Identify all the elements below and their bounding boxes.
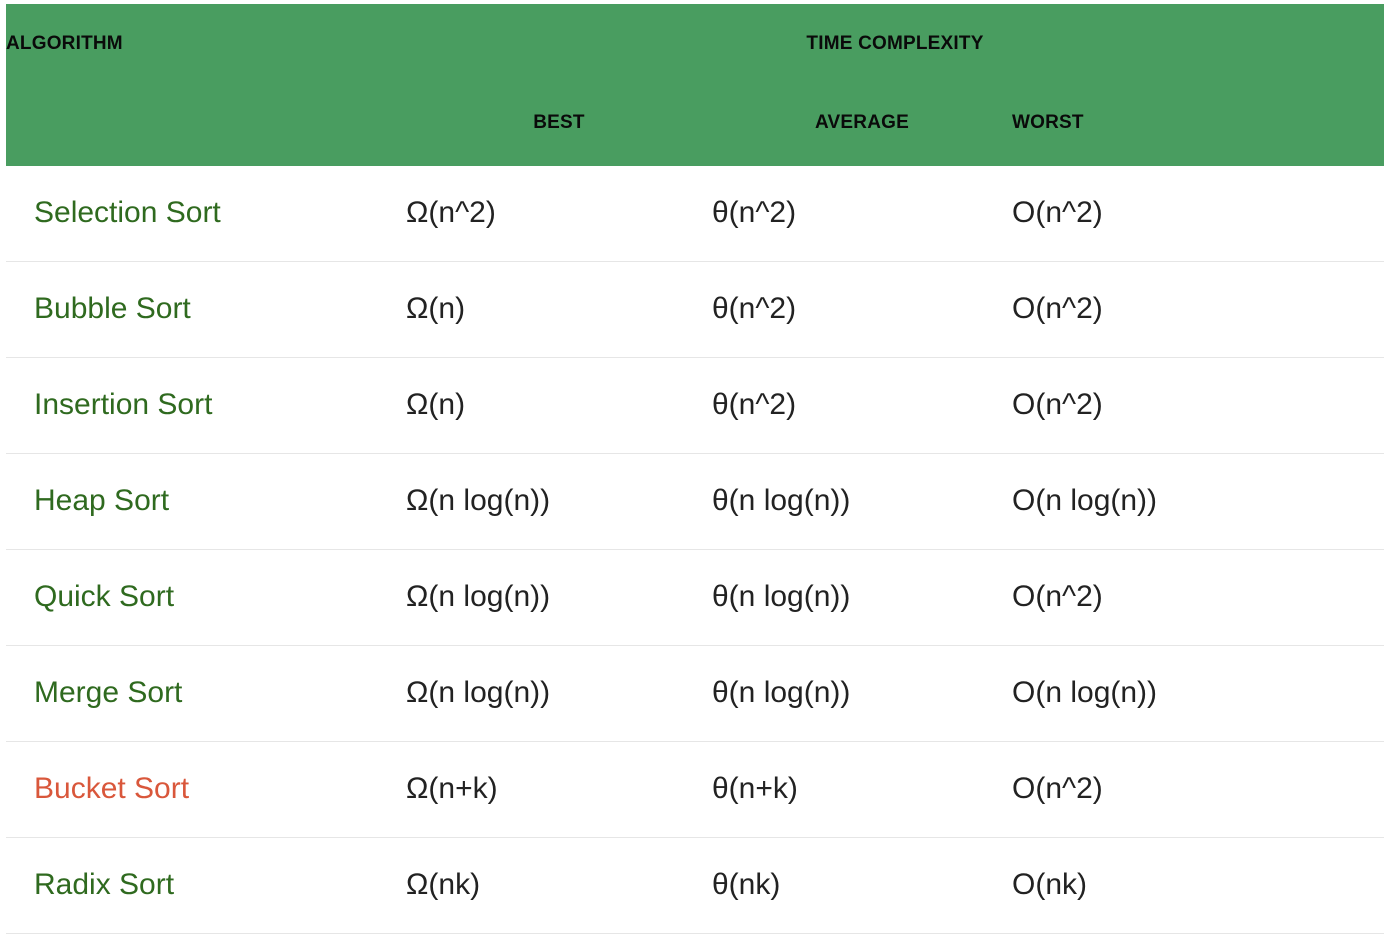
worst-case-cell: O(n^2) — [1012, 261, 1384, 358]
average-column-header: AVERAGE — [712, 81, 1012, 166]
worst-case-cell: O(n^2) — [1012, 357, 1384, 454]
best-case-cell: Ω(n log(n)) — [406, 549, 712, 646]
average-case-cell: θ(nk) — [712, 837, 1012, 934]
table-row: Insertion Sort Ω(n) θ(n^2) O(n^2) — [6, 357, 1384, 454]
algorithm-name-link[interactable]: Quick Sort — [6, 549, 406, 646]
average-case-cell: θ(n log(n)) — [712, 549, 1012, 646]
sorting-complexity-table: ALGORITHM TIME COMPLEXITY BEST AVERAGE W… — [6, 4, 1384, 934]
average-case-cell: θ(n log(n)) — [712, 453, 1012, 550]
best-case-cell: Ω(n^2) — [406, 166, 712, 262]
average-case-cell: θ(n^2) — [712, 261, 1012, 358]
average-case-cell: θ(n^2) — [712, 357, 1012, 454]
complexity-table-container: ALGORITHM TIME COMPLEXITY BEST AVERAGE W… — [6, 4, 1384, 934]
table-row: Quick Sort Ω(n log(n)) θ(n log(n)) O(n^2… — [6, 549, 1384, 646]
best-case-cell: Ω(n+k) — [406, 741, 712, 838]
algorithm-name-link[interactable]: Bubble Sort — [6, 261, 406, 358]
average-case-cell: θ(n^2) — [712, 166, 1012, 262]
algorithm-name-link[interactable]: Insertion Sort — [6, 357, 406, 454]
worst-column-header: WORST — [1012, 81, 1384, 166]
best-case-cell: Ω(n) — [406, 357, 712, 454]
best-column-header: BEST — [406, 81, 712, 166]
best-case-cell: Ω(n log(n)) — [406, 453, 712, 550]
best-case-cell: Ω(nk) — [406, 837, 712, 934]
worst-case-cell: O(n^2) — [1012, 166, 1384, 262]
worst-case-cell: O(n^2) — [1012, 741, 1384, 838]
algorithm-name-link[interactable]: Radix Sort — [6, 837, 406, 934]
table-row: Selection Sort Ω(n^2) θ(n^2) O(n^2) — [6, 166, 1384, 262]
worst-case-cell: O(n log(n)) — [1012, 453, 1384, 550]
algorithm-name-link[interactable]: Selection Sort — [6, 166, 406, 262]
best-case-cell: Ω(n) — [406, 261, 712, 358]
algorithm-header-spacer — [6, 81, 406, 166]
average-case-cell: θ(n+k) — [712, 741, 1012, 838]
time-complexity-header: TIME COMPLEXITY — [406, 4, 1384, 81]
table-header: ALGORITHM TIME COMPLEXITY BEST AVERAGE W… — [6, 4, 1384, 166]
average-case-cell: θ(n log(n)) — [712, 645, 1012, 742]
header-row-bottom: BEST AVERAGE WORST — [6, 81, 1384, 166]
table-row: Merge Sort Ω(n log(n)) θ(n log(n)) O(n l… — [6, 645, 1384, 742]
worst-case-cell: O(nk) — [1012, 837, 1384, 934]
algorithm-name-link[interactable]: Merge Sort — [6, 645, 406, 742]
table-row: Heap Sort Ω(n log(n)) θ(n log(n)) O(n lo… — [6, 453, 1384, 550]
header-row-top: ALGORITHM TIME COMPLEXITY — [6, 4, 1384, 81]
algorithm-column-header: ALGORITHM — [6, 4, 406, 81]
table-row: Bubble Sort Ω(n) θ(n^2) O(n^2) — [6, 261, 1384, 358]
algorithm-name-link[interactable]: Heap Sort — [6, 453, 406, 550]
worst-case-cell: O(n^2) — [1012, 549, 1384, 646]
best-case-cell: Ω(n log(n)) — [406, 645, 712, 742]
algorithm-name-link[interactable]: Bucket Sort — [6, 741, 406, 838]
worst-case-cell: O(n log(n)) — [1012, 645, 1384, 742]
table-row: Bucket Sort Ω(n+k) θ(n+k) O(n^2) — [6, 741, 1384, 838]
table-row: Radix Sort Ω(nk) θ(nk) O(nk) — [6, 837, 1384, 934]
table-body: Selection Sort Ω(n^2) θ(n^2) O(n^2) Bubb… — [6, 166, 1384, 934]
